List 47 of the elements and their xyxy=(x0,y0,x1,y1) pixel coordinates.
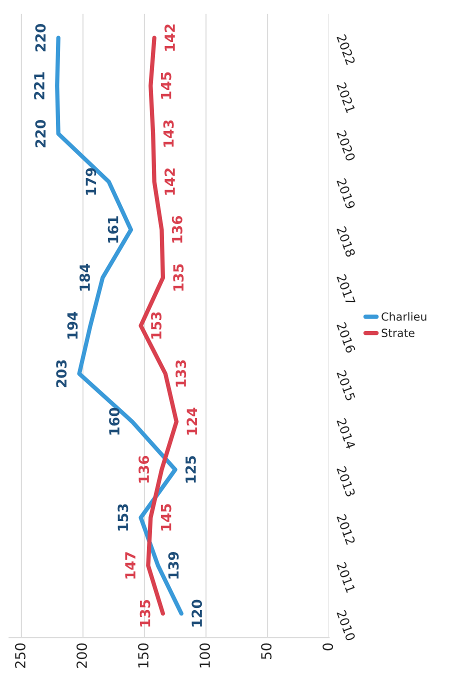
data-label: 153 xyxy=(118,504,128,531)
y-tick-label: 2019 xyxy=(336,178,356,210)
y-tick-label: 2018 xyxy=(336,226,356,258)
y-tick-label: 2012 xyxy=(336,514,356,545)
x-tick-label: 150 xyxy=(138,643,149,668)
legend-label: Strate xyxy=(382,328,414,338)
data-label: 161 xyxy=(108,216,118,243)
data-label: 143 xyxy=(163,120,174,147)
y-tick-label: 2020 xyxy=(336,130,356,162)
y-tick-label: 2017 xyxy=(336,274,356,306)
x-tick-label: 200 xyxy=(76,643,87,668)
data-label: 147 xyxy=(125,552,136,579)
data-label: 125 xyxy=(185,456,196,483)
data-label: 142 xyxy=(164,168,175,195)
y-tick-label: 2010 xyxy=(336,610,356,642)
y-tick-label: 2021 xyxy=(336,82,356,114)
data-label: 203 xyxy=(56,360,67,388)
y-tick-label: 2013 xyxy=(336,466,356,498)
data-label: 135 xyxy=(173,264,184,291)
y-tick-label: 2016 xyxy=(336,322,356,354)
y-tick-label: 2014 xyxy=(336,418,356,450)
data-label: 160 xyxy=(109,408,120,435)
x-tick-label: 250 xyxy=(14,643,26,668)
data-label: 139 xyxy=(168,552,179,579)
data-label: 220 xyxy=(35,120,46,148)
legend-label: Charlieu xyxy=(382,312,426,321)
x-tick-label: 0 xyxy=(322,643,334,650)
x-tick-label: 50 xyxy=(261,643,272,660)
data-label: 145 xyxy=(161,504,172,531)
data-label: 145 xyxy=(161,72,172,99)
data-label: 133 xyxy=(176,360,186,387)
y-tick-label: 2015 xyxy=(336,370,356,402)
data-label: 220 xyxy=(35,24,46,52)
data-label: 184 xyxy=(80,264,90,291)
y-tick-label: 2011 xyxy=(336,562,356,593)
data-label: 136 xyxy=(138,456,150,483)
y-tick-label: 2022 xyxy=(336,34,356,66)
x-tick-label: 100 xyxy=(200,643,210,668)
data-label: 194 xyxy=(67,312,78,339)
data-label: 142 xyxy=(164,24,175,51)
data-label: 135 xyxy=(140,600,150,626)
data-label: 153 xyxy=(150,312,162,339)
data-label: 120 xyxy=(192,600,202,626)
data-label: 136 xyxy=(172,216,182,243)
data-label: 179 xyxy=(86,168,96,195)
data-label: 221 xyxy=(34,72,44,100)
data-label: 124 xyxy=(186,408,197,435)
